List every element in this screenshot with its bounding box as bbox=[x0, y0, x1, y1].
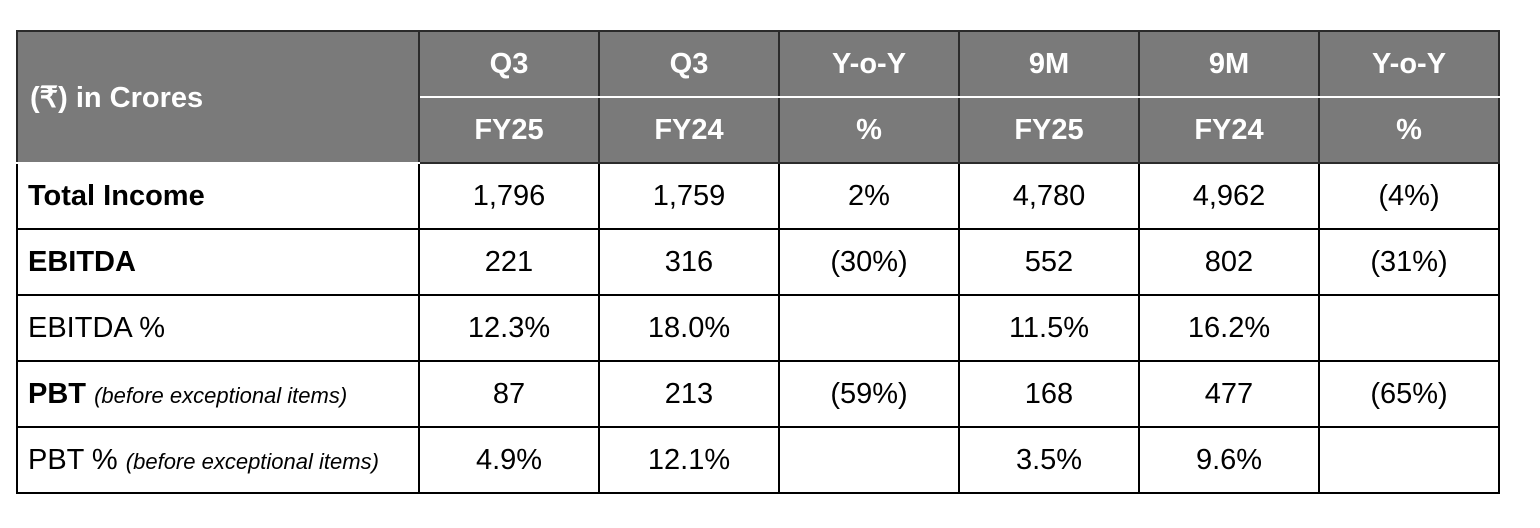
row-label-text: EBITDA bbox=[28, 245, 136, 278]
header-row-year: FY25 FY24 % FY25 FY24 % bbox=[17, 96, 1500, 164]
table-row-pbt-pct: PBT % (before exceptional items) 4.9% 12… bbox=[16, 426, 1500, 494]
header-q3-yoy: Y-o-Y bbox=[778, 30, 960, 98]
table-cell bbox=[778, 294, 960, 362]
table-row-pbt: PBT (before exceptional items) 87 213 (5… bbox=[16, 360, 1500, 428]
row-label: EBITDA bbox=[16, 228, 420, 296]
subheader-pct-q3: % bbox=[778, 96, 960, 164]
header-9m-yoy: Y-o-Y bbox=[1318, 30, 1500, 98]
table-cell: 4,962 bbox=[1138, 162, 1320, 230]
subheader-fy24-9m: FY24 bbox=[1138, 96, 1320, 164]
table-cell: 221 bbox=[418, 228, 600, 296]
header-q3-fy25: Q3 bbox=[418, 30, 600, 98]
table-cell: 4,780 bbox=[958, 162, 1140, 230]
row-label-text: EBITDA % bbox=[28, 311, 165, 344]
row-label-text: Total Income bbox=[28, 179, 205, 212]
table-cell: 1,796 bbox=[418, 162, 600, 230]
row-label: PBT % (before exceptional items) bbox=[16, 426, 420, 494]
table-cell: (31%) bbox=[1318, 228, 1500, 296]
table-row-ebitda: EBITDA 221 316 (30%) 552 802 (31%) bbox=[16, 228, 1500, 296]
row-label-note: (before exceptional items) bbox=[125, 448, 379, 474]
table-cell: 16.2% bbox=[1138, 294, 1320, 362]
table-cell: 12.3% bbox=[418, 294, 600, 362]
table-cell: 477 bbox=[1138, 360, 1320, 428]
subheader-pct-9m: % bbox=[1318, 96, 1500, 164]
table-cell: 316 bbox=[598, 228, 780, 296]
table-cell: 11.5% bbox=[958, 294, 1140, 362]
table-cell: (65%) bbox=[1318, 360, 1500, 428]
table-cell: (59%) bbox=[778, 360, 960, 428]
table-cell: 168 bbox=[958, 360, 1140, 428]
table-cell bbox=[1318, 294, 1500, 362]
financial-table: (₹) in Crores Q3 Q3 Y-o-Y 9M 9M Y-o-Y FY… bbox=[16, 30, 1500, 494]
subheader-fy25-q3: FY25 bbox=[418, 96, 600, 164]
row-label-text: PBT % bbox=[28, 443, 118, 476]
table-cell: 2% bbox=[778, 162, 960, 230]
subheader-fy25-9m: FY25 bbox=[958, 96, 1140, 164]
table-cell: 4.9% bbox=[418, 426, 600, 494]
table-cell: 18.0% bbox=[598, 294, 780, 362]
table-cell: 12.1% bbox=[598, 426, 780, 494]
header-q3-fy24: Q3 bbox=[598, 30, 780, 98]
table-row-total-income: Total Income 1,796 1,759 2% 4,780 4,962 … bbox=[16, 162, 1500, 230]
table-cell: 3.5% bbox=[958, 426, 1140, 494]
header-9m-fy24: 9M bbox=[1138, 30, 1320, 98]
row-label: PBT (before exceptional items) bbox=[16, 360, 420, 428]
table-cell bbox=[778, 426, 960, 494]
financial-summary: (₹) in Crores Q3 Q3 Y-o-Y 9M 9M Y-o-Y FY… bbox=[16, 30, 1500, 494]
table-row-ebitda-pct: EBITDA % 12.3% 18.0% 11.5% 16.2% bbox=[16, 294, 1500, 362]
table-cell: 1,759 bbox=[598, 162, 780, 230]
subheader-fy24-q3: FY24 bbox=[598, 96, 780, 164]
table-cell: 9.6% bbox=[1138, 426, 1320, 494]
header-9m-fy25: 9M bbox=[958, 30, 1140, 98]
table-cell bbox=[1318, 426, 1500, 494]
table-cell: 552 bbox=[958, 228, 1140, 296]
table-cell: (4%) bbox=[1318, 162, 1500, 230]
row-label-note: (before exceptional items) bbox=[94, 382, 348, 408]
table-cell: 802 bbox=[1138, 228, 1320, 296]
row-label-text: PBT bbox=[28, 377, 86, 410]
table-cell: 87 bbox=[418, 360, 600, 428]
row-label: EBITDA % bbox=[16, 294, 420, 362]
header-row-period: (₹) in Crores Q3 Q3 Y-o-Y 9M 9M Y-o-Y bbox=[16, 30, 1500, 164]
table-cell: 213 bbox=[598, 360, 780, 428]
row-label: Total Income bbox=[16, 162, 420, 230]
table-cell: (30%) bbox=[778, 228, 960, 296]
corner-label: (₹) in Crores bbox=[16, 30, 420, 164]
